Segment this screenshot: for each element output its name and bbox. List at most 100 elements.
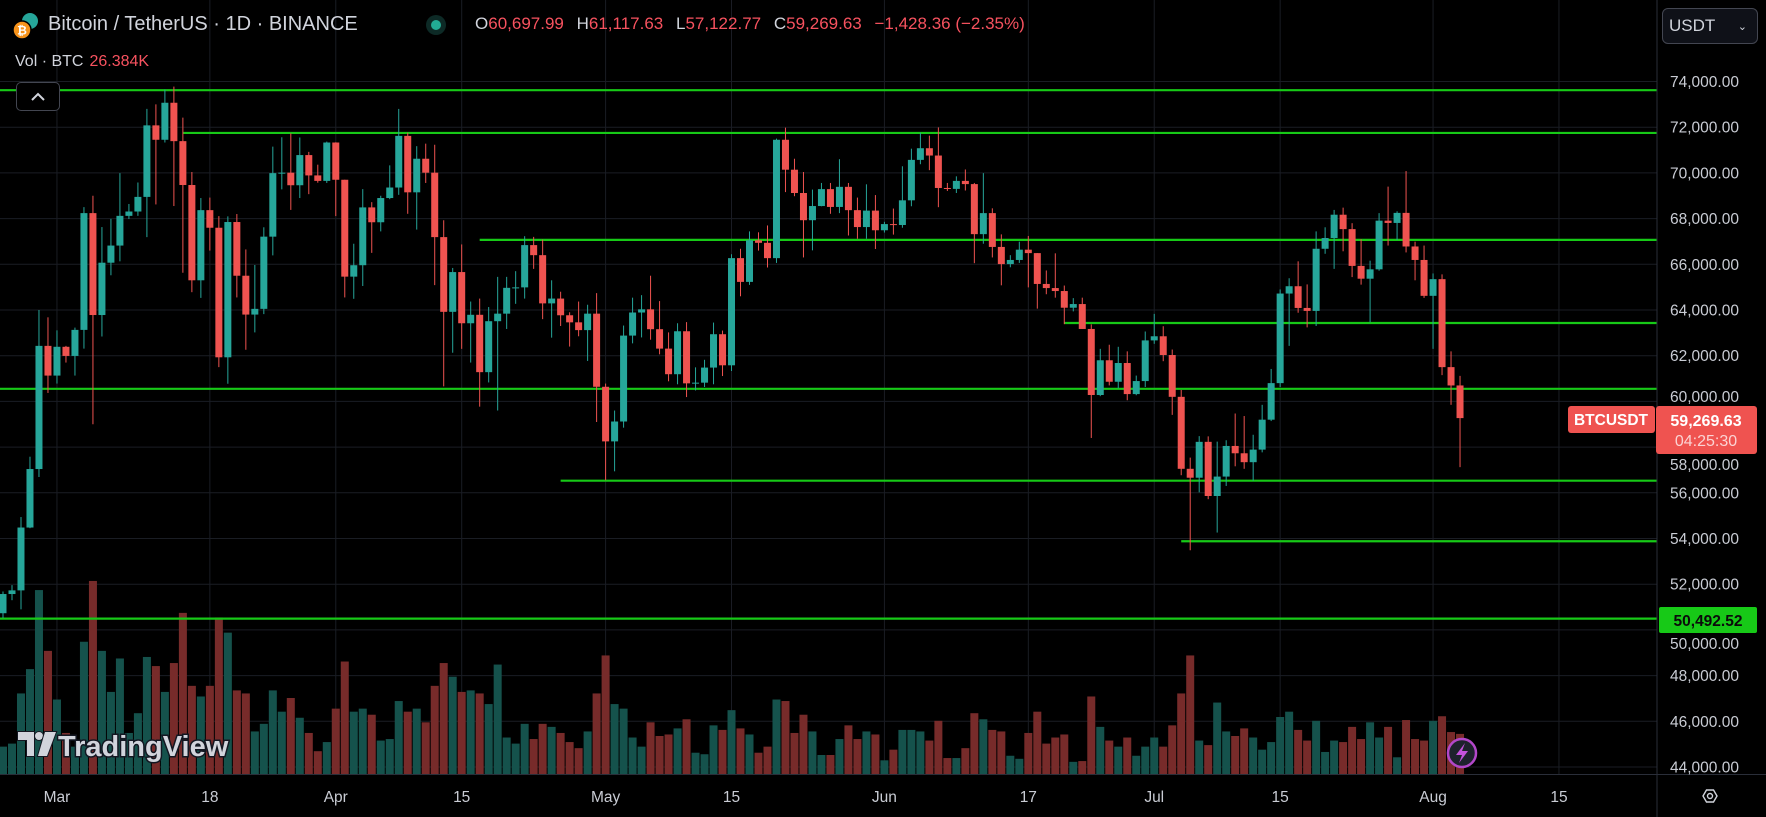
candle-body (368, 207, 376, 223)
candle-body (1186, 468, 1194, 478)
volume-bar (853, 739, 862, 774)
candle-body (808, 206, 816, 221)
volume-bar (520, 723, 529, 774)
volume-bar (916, 731, 925, 774)
candle-body (539, 255, 547, 304)
candle-body (728, 258, 736, 366)
volume-bar (529, 739, 538, 774)
volume-bar (484, 704, 493, 774)
candle-body (44, 345, 52, 376)
candle-body (1240, 453, 1248, 463)
horizontal-levels[interactable] (0, 89, 1657, 620)
candle (1033, 253, 1041, 309)
candle (314, 164, 322, 183)
candle (305, 151, 313, 195)
candle-body (620, 335, 628, 422)
volume-bar (1240, 728, 1249, 774)
price-tick-label: 72,000.00 (1670, 120, 1739, 137)
candle (53, 330, 61, 384)
candle-body (1429, 279, 1437, 296)
volume-bar (592, 693, 601, 774)
volume-bar (835, 739, 844, 774)
candle-body (404, 135, 412, 193)
market-status-icon[interactable] (426, 15, 446, 35)
candle (943, 182, 951, 191)
candle (260, 227, 268, 315)
settings-icon[interactable] (1702, 789, 1718, 803)
candle (62, 345, 70, 363)
candle (1420, 245, 1428, 298)
symbol-title[interactable]: Bitcoin / TetherUS · 1D · BINANCE (48, 13, 358, 35)
volume-bar (646, 722, 655, 774)
candle (485, 307, 493, 383)
candle-body (889, 224, 897, 226)
last-price: 59,269.63 (1670, 413, 1741, 430)
lightning-icon[interactable] (1446, 737, 1478, 769)
change-value: −1,428.36 (−2.35%) (874, 14, 1025, 33)
candle (1249, 434, 1257, 481)
volume-bar (943, 758, 952, 774)
volume-bar (1231, 736, 1240, 774)
volume-label: Vol · BTC (15, 53, 84, 70)
price-tick-label: 54,000.00 (1670, 531, 1739, 548)
candle (781, 127, 789, 193)
volume-bar (1006, 755, 1015, 774)
volume-legend[interactable]: Vol · BTC 26.384K (15, 53, 149, 71)
time-tick-label: 15 (1272, 789, 1289, 806)
candle-body (1294, 286, 1302, 308)
volume-bar (907, 729, 916, 774)
volume-bar (1366, 722, 1375, 774)
svg-text:₿: ₿ (17, 24, 27, 38)
candle (1429, 273, 1437, 349)
candle-body (0, 594, 7, 614)
volume-bar (250, 731, 259, 774)
volume-bar (844, 725, 853, 774)
candle-body (629, 312, 637, 336)
svg-text:TradingView: TradingView (58, 731, 229, 763)
candle (467, 301, 475, 363)
collapse-legend-button[interactable] (16, 82, 60, 111)
volume-bar (619, 708, 628, 774)
volume-bar (1060, 734, 1069, 774)
volume-bar (1051, 737, 1060, 774)
volume-bar (664, 734, 673, 774)
candle (1240, 416, 1248, 469)
svg-text:50,492.52: 50,492.52 (1674, 613, 1743, 630)
candle (1015, 241, 1023, 263)
candle-body (1015, 249, 1023, 260)
candle (161, 89, 169, 143)
candle-body (880, 224, 888, 231)
candle-body (746, 240, 754, 282)
candle (988, 208, 996, 258)
candle-body (1096, 360, 1104, 396)
volume-bar (826, 755, 835, 774)
currency-select[interactable]: USDT ⌄ (1662, 8, 1758, 44)
volume-bar (34, 590, 43, 774)
symbol-price-label: BTCUSDT 59,269.63 04:25:30 (1568, 406, 1757, 454)
volume-bar (790, 732, 799, 774)
candle-body (314, 175, 322, 181)
candle (512, 271, 520, 304)
candle (8, 585, 16, 601)
candle (1195, 436, 1203, 493)
candle-body (170, 102, 178, 142)
candle (952, 176, 960, 194)
candle (1285, 278, 1293, 346)
candle (350, 243, 358, 299)
candle (997, 234, 1005, 286)
candle (853, 197, 861, 239)
time-axis[interactable]: Mar 18 Apr 15 May 15 Jun 17 Jul 15 Aug 15 (44, 789, 1568, 806)
volume-bar (25, 669, 34, 774)
candle-body (656, 329, 664, 349)
candle-body (665, 348, 673, 375)
candle-body (916, 148, 924, 160)
candle (521, 236, 529, 299)
candle-body (1393, 212, 1401, 223)
candle (1087, 324, 1095, 438)
candle-body (1087, 328, 1095, 396)
volume-bar (961, 748, 970, 774)
candle (1096, 348, 1104, 397)
candle-body (817, 189, 825, 207)
price-axis[interactable]: 44,000.00 46,000.00 48,000.00 50,000.00 52,0… (1670, 74, 1739, 777)
